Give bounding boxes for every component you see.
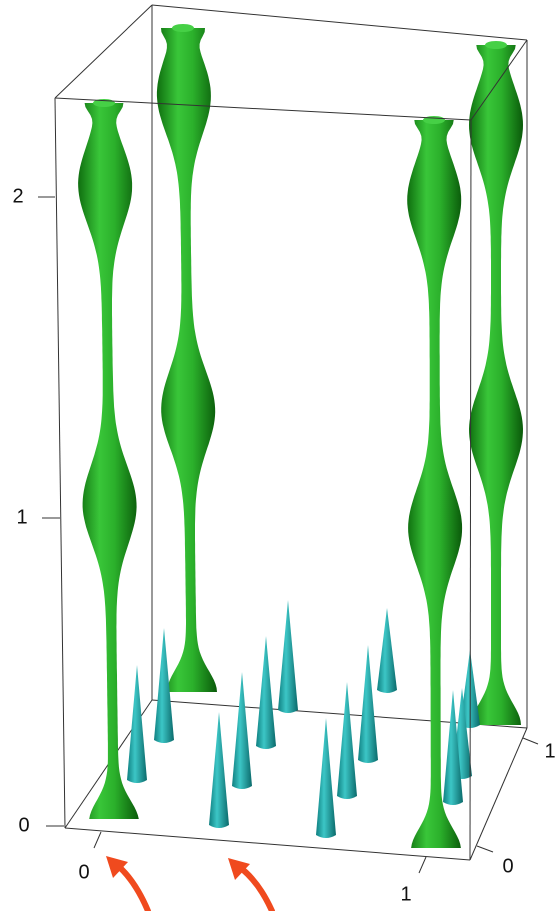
tick-label: 0 bbox=[78, 861, 89, 883]
box-edge bbox=[65, 828, 470, 860]
tick-mark bbox=[523, 738, 538, 744]
cyan-cone bbox=[209, 712, 229, 828]
green-column bbox=[469, 45, 523, 725]
tick-label: 0 bbox=[502, 855, 513, 877]
cyan-cone bbox=[127, 665, 147, 783]
tick-label: 1 bbox=[400, 883, 411, 905]
tick-label: 2 bbox=[12, 185, 23, 207]
box-edge bbox=[55, 98, 65, 828]
cyan-cone bbox=[256, 636, 276, 749]
column-cap bbox=[485, 41, 507, 49]
tick-mark bbox=[94, 832, 101, 848]
box-edge bbox=[152, 5, 527, 40]
box-edge bbox=[470, 120, 471, 860]
tick-label: 1 bbox=[16, 506, 27, 528]
arrow bbox=[238, 866, 272, 911]
cyan-cone bbox=[337, 682, 357, 799]
plot-3d: 0 1 2 0 1 0 1 bbox=[0, 0, 559, 911]
z-axis: 0 1 2 bbox=[12, 185, 64, 836]
box-edge bbox=[470, 728, 527, 860]
cyan-cone bbox=[358, 645, 378, 763]
tick-label: 0 bbox=[18, 814, 29, 836]
green-column bbox=[78, 103, 139, 819]
isosurfaces bbox=[78, 24, 523, 848]
tick-mark bbox=[419, 857, 426, 873]
column-cap bbox=[172, 24, 194, 32]
cyan-cone bbox=[278, 600, 298, 713]
arrow bbox=[116, 864, 148, 911]
box-edge bbox=[55, 5, 152, 98]
tick-label: 1 bbox=[544, 740, 555, 762]
tick-mark bbox=[477, 846, 493, 852]
y-axis: 0 1 bbox=[477, 738, 556, 877]
cyan-cone bbox=[377, 608, 397, 693]
green-column bbox=[157, 28, 217, 692]
cyan-cone bbox=[232, 672, 252, 789]
cyan-cone bbox=[316, 718, 336, 838]
annotation-arrows bbox=[106, 856, 272, 911]
